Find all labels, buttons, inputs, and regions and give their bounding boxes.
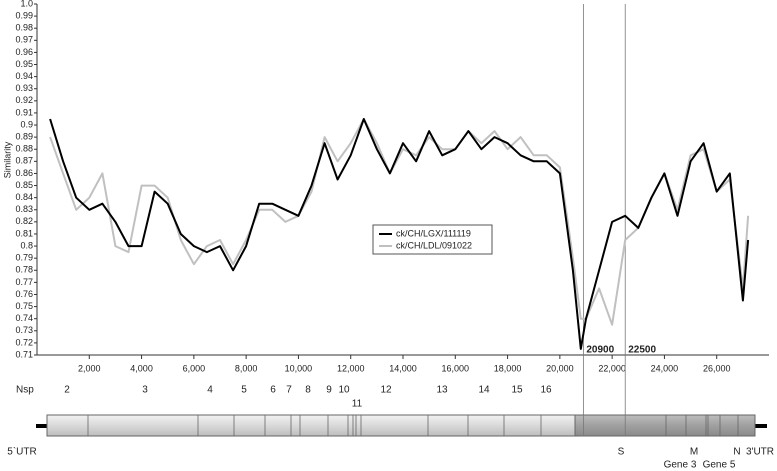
x-tick-label: 12,000 <box>337 363 365 373</box>
nsp-number: 15 <box>511 385 523 396</box>
nsp-number: 6 <box>270 385 276 396</box>
legend-label: ck/CH/LDL/091022 <box>396 240 472 250</box>
y-axis-label: Similarity <box>2 141 12 178</box>
y-tick-label: 0.85 <box>15 180 33 190</box>
x-tick-label: 2,000 <box>78 363 101 373</box>
x-tick-label: 4,000 <box>130 363 153 373</box>
y-tick-label: 0.77 <box>15 277 33 287</box>
nsp-number: 5 <box>241 385 247 396</box>
nsp-number: 12 <box>380 385 392 396</box>
x-tick-label: 6,000 <box>183 363 206 373</box>
y-tick-label: 0.72 <box>15 337 33 347</box>
x-tick-label: 24,000 <box>651 363 679 373</box>
y-tick-label: 0.8 <box>20 240 33 250</box>
y-tick-label: 0.71 <box>15 349 33 359</box>
y-tick-label: 0.94 <box>15 71 33 81</box>
y-tick-label: 1.0 <box>20 0 33 8</box>
y-tick-label: 0.9 <box>20 119 33 129</box>
nsp-number: 16 <box>540 385 552 396</box>
nsp-number: 4 <box>207 385 213 396</box>
structural-block <box>574 414 756 437</box>
y-tick-label: 0.82 <box>15 216 33 226</box>
nsp-number: 8 <box>305 385 311 396</box>
y-tick-label: 0.76 <box>15 289 33 299</box>
gene-label: S <box>618 447 625 458</box>
x-tick-label: 22,000 <box>598 363 626 373</box>
y-tick-label: 0.98 <box>15 23 33 33</box>
orf1ab-block <box>46 414 576 437</box>
y-tick-label: 0.95 <box>15 59 33 69</box>
nsp-number: 14 <box>478 385 490 396</box>
y-tick-label: 0.81 <box>15 228 33 238</box>
gene-label: Gene 3 <box>664 460 697 471</box>
marker-label: 20900 <box>586 345 614 356</box>
legend-box <box>372 224 493 255</box>
gene-label: 3'UTR <box>746 447 774 458</box>
x-tick-label: 18,000 <box>494 363 522 373</box>
y-tick-label: 0.91 <box>15 107 33 117</box>
gene-label: 5`UTR <box>7 446 36 458</box>
x-tick-label: 8,000 <box>235 363 258 373</box>
y-tick-label: 0.84 <box>15 192 33 202</box>
nsp-number: 7 <box>286 385 292 396</box>
y-tick-label: 0.99 <box>15 10 33 20</box>
nsp-number: 11 <box>352 399 363 410</box>
x-tick-label: 26,000 <box>703 363 731 373</box>
y-tick-label: 0.97 <box>15 35 33 45</box>
nsp-number: 9 <box>326 385 332 396</box>
y-tick-label: 0.83 <box>15 204 33 214</box>
marker-label: 22500 <box>628 345 656 356</box>
nsp-number: 10 <box>338 385 350 396</box>
x-tick-label: 16,000 <box>442 363 470 373</box>
x-tick-label: 20,000 <box>546 363 574 373</box>
y-tick-label: 0.87 <box>15 156 33 166</box>
y-tick-label: 0.73 <box>15 325 33 335</box>
y-tick-label: 0.74 <box>15 313 33 323</box>
y-tick-label: 0.93 <box>15 83 33 93</box>
y-tick-label: 0.79 <box>15 253 33 263</box>
series-line <box>49 118 750 350</box>
nsp-number: 13 <box>436 385 448 396</box>
y-tick-label: 0.75 <box>15 301 33 311</box>
gene-label: Gene 5 <box>703 460 736 471</box>
nsp-number: 3 <box>142 385 148 396</box>
x-tick-label: 14,000 <box>389 363 417 373</box>
y-tick-label: 0.92 <box>15 95 33 105</box>
legend-label: ck/CH/LGX/111119 <box>396 228 471 238</box>
gene-label: N <box>733 447 740 458</box>
y-tick-label: 0.89 <box>15 132 33 142</box>
nsp-label: Nsp <box>16 385 34 396</box>
x-tick-label: 10,000 <box>285 363 313 373</box>
y-tick-label: 0.78 <box>15 265 33 275</box>
y-tick-label: 0.86 <box>15 168 33 178</box>
gene-label: M <box>690 447 698 458</box>
y-tick-label: 0.88 <box>15 144 33 154</box>
y-tick-label: 0.96 <box>15 47 33 57</box>
nsp-number: 2 <box>64 385 70 396</box>
